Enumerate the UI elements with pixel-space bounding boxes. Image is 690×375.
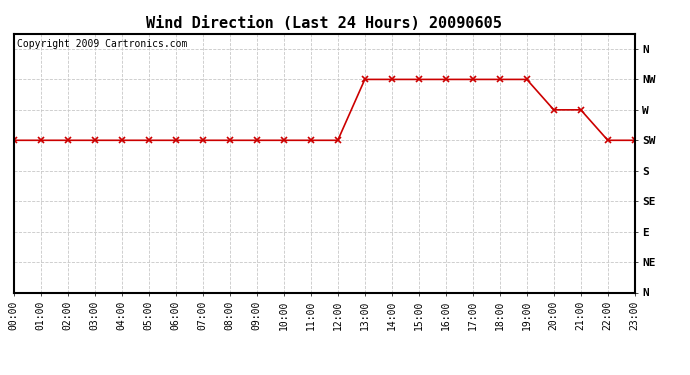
- Text: Copyright 2009 Cartronics.com: Copyright 2009 Cartronics.com: [17, 39, 187, 49]
- Title: Wind Direction (Last 24 Hours) 20090605: Wind Direction (Last 24 Hours) 20090605: [146, 16, 502, 31]
